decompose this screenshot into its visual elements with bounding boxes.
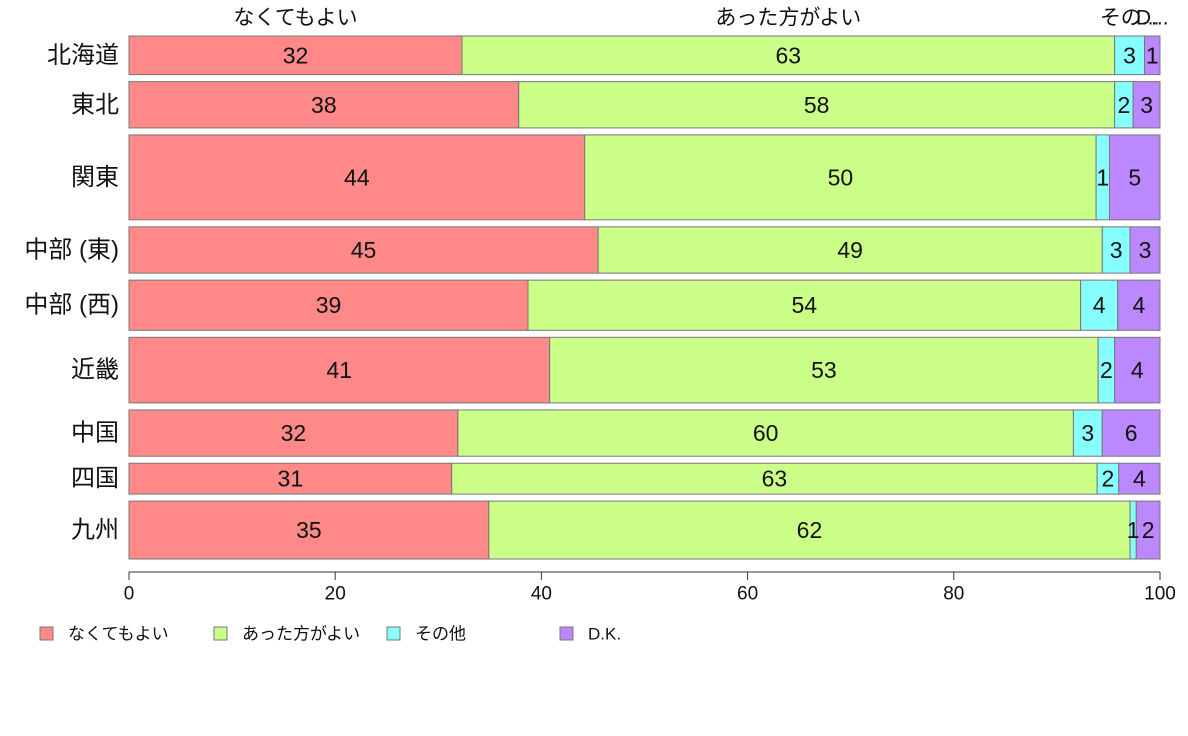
- bars: [128, 35, 1161, 560]
- bar-value-label-5-1: 39: [316, 292, 342, 318]
- bar-segment-2-2: [518, 81, 1116, 129]
- bar-segment-2-4: [1132, 81, 1161, 129]
- bar-value-label-7-3: 3: [1081, 420, 1094, 446]
- bar-segment-5-1: [128, 279, 529, 331]
- bar-value-labels: 32 63 3 138 58 2 344 50 1 545 49 3 339 54 4 441 53 2 432 60…: [278, 42, 1159, 543]
- bar-value-label-2-3: 2: [1118, 92, 1131, 118]
- bar-segment-4-1: [128, 226, 599, 274]
- bar-value-label-9-4: 2: [1142, 517, 1155, 543]
- legend: なくてもよい あった方がよい その他 D.K.: [39, 625, 621, 644]
- bar-value-label-4-3: 3: [1110, 237, 1123, 263]
- bar-value-label-7-4: 6: [1125, 420, 1138, 446]
- category-label-2: 東北: [71, 91, 119, 118]
- bar-value-label-3-1: 44: [344, 164, 370, 190]
- bar-value-label-6-3: 2: [1100, 357, 1113, 383]
- top-series-label-2: あった方がよい: [715, 7, 861, 30]
- legend-label-2: あった方がよい: [242, 625, 360, 644]
- bar-segment-7-3: [1072, 409, 1103, 457]
- bar-value-label-8-3: 2: [1102, 466, 1115, 492]
- legend-label-3: その他: [415, 625, 466, 644]
- bar-value-label-8-4: 4: [1133, 466, 1146, 492]
- bar-segment-7-4: [1101, 409, 1161, 457]
- x-tick-label-1: 0: [124, 584, 135, 605]
- bar-value-label-8-2: 63: [762, 466, 788, 492]
- legend-label-4: D.K.: [588, 625, 621, 644]
- bar-segment-9-2: [488, 500, 1131, 560]
- bar-segment-8-1: [128, 462, 453, 495]
- bar-segment-5-4: [1117, 279, 1161, 331]
- top-series-label-4: D...: [1136, 7, 1169, 30]
- bar-segment-2-1: [128, 81, 520, 129]
- bar-value-label-4-2: 49: [837, 237, 863, 263]
- bar-value-label-1-3: 3: [1123, 42, 1136, 68]
- bar-segment-3-4: [1108, 134, 1161, 221]
- category-label-3: 関東: [71, 164, 119, 191]
- bar-value-label-9-3: 1: [1127, 517, 1140, 543]
- top-series-label-3: その...: [1100, 7, 1160, 30]
- category-label-6: 近畿: [71, 357, 119, 384]
- bar-value-label-1-2: 63: [776, 42, 802, 68]
- bar-segment-7-2: [457, 409, 1074, 457]
- bar-segment-9-4: [1135, 500, 1161, 560]
- bar-segment-4-3: [1101, 226, 1131, 274]
- bar-value-label-2-2: 58: [804, 92, 830, 118]
- bar-value-label-4-4: 3: [1139, 237, 1152, 263]
- bar-value-label-1-1: 32: [283, 42, 309, 68]
- legend-swatch-item-2: [213, 626, 228, 641]
- legend-label-1: なくてもよい: [68, 625, 169, 644]
- top-series-labels: なくてもよい あった方がよい その...D...: [233, 7, 1168, 30]
- bar-value-label-5-4: 4: [1132, 292, 1145, 318]
- bar-segment-8-2: [451, 462, 1098, 495]
- bar-value-label-6-2: 53: [811, 357, 837, 383]
- bar-value-label-3-4: 5: [1128, 164, 1141, 190]
- bar-value-label-4-1: 45: [351, 237, 377, 263]
- x-tick-label-2: 20: [325, 584, 346, 605]
- legend-swatch-item-1: [39, 626, 54, 641]
- x-tick-label-6: 100: [1144, 584, 1176, 605]
- category-label-4: 中部 (東): [24, 236, 119, 263]
- bar-value-label-9-2: 62: [797, 517, 823, 543]
- x-tick-label-4: 60: [737, 584, 758, 605]
- bar-value-label-7-2: 60: [753, 420, 779, 446]
- bar-segment-1-2: [461, 35, 1116, 76]
- category-label-7: 中国: [71, 420, 119, 447]
- category-label-1: 北海道: [47, 42, 119, 69]
- bar-value-label-5-2: 54: [792, 292, 818, 318]
- bar-value-label-6-1: 41: [327, 357, 353, 383]
- legend-swatch-item-3: [386, 626, 401, 641]
- bar-segment-3-2: [584, 134, 1097, 221]
- bar-segment-6-2: [549, 336, 1099, 404]
- category-label-5: 中部 (西): [24, 292, 119, 319]
- bar-segment-7-1: [128, 409, 459, 457]
- bar-segment-1-4: [1144, 35, 1161, 76]
- bar-value-label-1-4: 1: [1146, 42, 1159, 68]
- bar-value-label-2-4: 3: [1140, 92, 1153, 118]
- bar-segment-4-4: [1129, 226, 1161, 274]
- x-tick-label-5: 80: [943, 584, 964, 605]
- bar-value-label-3-3: 1: [1096, 164, 1109, 190]
- legend-swatch-d-k: [559, 626, 574, 641]
- bar-value-label-5-3: 4: [1093, 292, 1106, 318]
- bar-segment-8-4: [1118, 462, 1161, 495]
- x-tick-label-3: 40: [531, 584, 552, 605]
- bar-value-label-9-1: 35: [296, 517, 322, 543]
- bar-segment-4-2: [597, 226, 1103, 274]
- top-series-label-1: なくてもよい: [233, 7, 357, 30]
- bar-value-label-6-4: 4: [1131, 357, 1144, 383]
- bar-segment-3-1: [128, 134, 586, 221]
- bar-segment-6-1: [128, 336, 551, 404]
- bar-value-label-7-1: 32: [281, 420, 307, 446]
- x-axis: 0 20 40 60 80 100: [124, 571, 1176, 605]
- category-label-8: 四国: [71, 465, 119, 492]
- bar-value-label-8-1: 31: [278, 466, 304, 492]
- bar-value-label-3-2: 50: [828, 164, 854, 190]
- bar-segment-9-1: [128, 500, 490, 560]
- bar-segment-6-4: [1114, 336, 1161, 404]
- category-label-9: 九州: [71, 517, 119, 544]
- bar-value-label-2-1: 38: [311, 92, 337, 118]
- bar-segment-5-2: [527, 279, 1082, 331]
